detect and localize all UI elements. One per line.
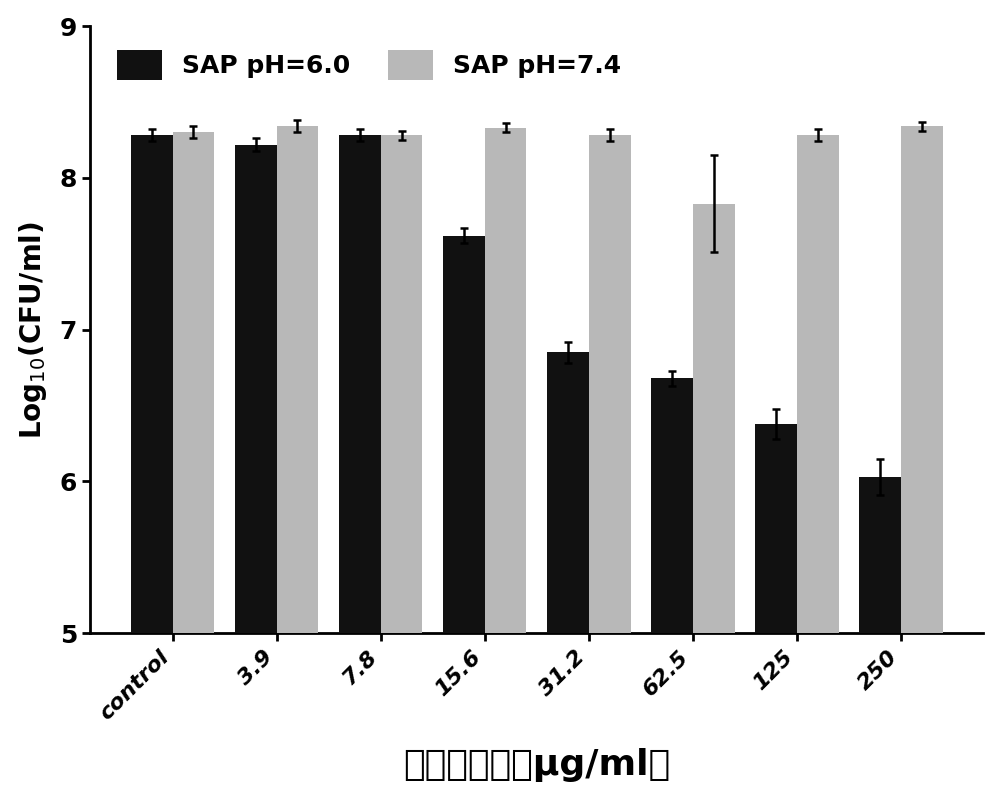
Bar (485, 128, 526, 799)
Bar (693, 204, 735, 799)
Bar (589, 135, 631, 799)
Bar (547, 352, 589, 799)
X-axis label: 抗菌肽浓度（μg/ml）: 抗菌肽浓度（μg/ml） (403, 749, 670, 782)
Bar (651, 378, 693, 799)
Bar (173, 133, 214, 799)
Bar (131, 135, 173, 799)
Bar (339, 135, 381, 799)
Bar (755, 423, 797, 799)
Bar (235, 145, 277, 799)
Bar (901, 126, 943, 799)
Y-axis label: Log$_{10}$(CFU/ml): Log$_{10}$(CFU/ml) (17, 221, 49, 439)
Legend: SAP pH=6.0, SAP pH=7.4: SAP pH=6.0, SAP pH=7.4 (107, 40, 631, 90)
Bar (797, 135, 839, 799)
Bar (277, 126, 318, 799)
Bar (381, 135, 422, 799)
Bar (859, 477, 901, 799)
Bar (443, 236, 485, 799)
